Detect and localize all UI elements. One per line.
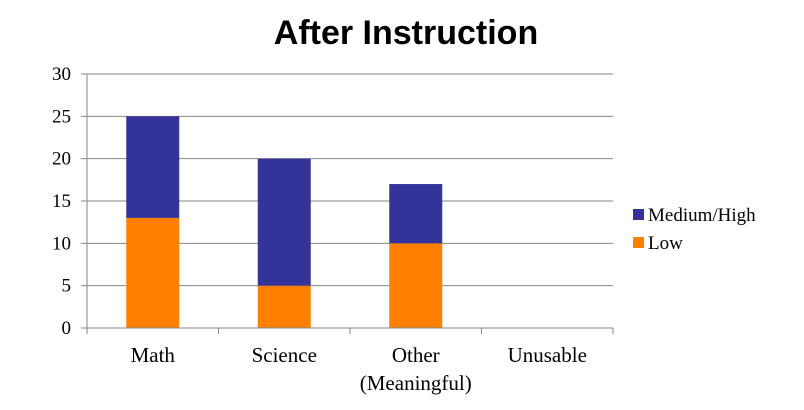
- x-tick-label-1-0: Science: [252, 343, 317, 367]
- y-tick-label-5: 5: [62, 276, 72, 297]
- legend-swatch-medium-high: [633, 209, 644, 220]
- legend-label-medium-high: Medium/High: [648, 205, 756, 226]
- x-tick-label-2-0: Other: [392, 343, 440, 367]
- axes: [81, 73, 614, 334]
- x-tick-labels: Math Science Other (Meaningful) Unusable: [131, 343, 587, 395]
- y-tick-labels: 0 5 10 15 20 25 30: [52, 64, 71, 339]
- x-tick-label-3-0: Unusable: [508, 343, 587, 367]
- legend-swatch-low: [633, 237, 644, 248]
- x-tick-label-0-0: Math: [131, 343, 176, 367]
- legend: Medium/High Low: [633, 205, 756, 254]
- bar-low-0: [126, 217, 180, 328]
- legend-label-low: Low: [648, 233, 683, 254]
- y-tick-label-20: 20: [52, 149, 71, 170]
- y-tick-label-10: 10: [52, 233, 71, 254]
- chart-title: After Instruction: [273, 14, 539, 52]
- bars: [126, 116, 443, 328]
- bar-low-1: [257, 285, 311, 328]
- y-tick-label-0: 0: [62, 318, 72, 339]
- bar-medium-high-0: [126, 116, 180, 218]
- x-tick-label-2-1: (Meaningful): [360, 371, 472, 395]
- bar-medium-high-2: [389, 184, 443, 244]
- y-tick-label-25: 25: [52, 106, 71, 127]
- y-tick-label-30: 30: [52, 64, 71, 85]
- y-tick-label-15: 15: [52, 191, 71, 212]
- bar-low-2: [389, 243, 443, 328]
- bar-medium-high-1: [257, 158, 311, 286]
